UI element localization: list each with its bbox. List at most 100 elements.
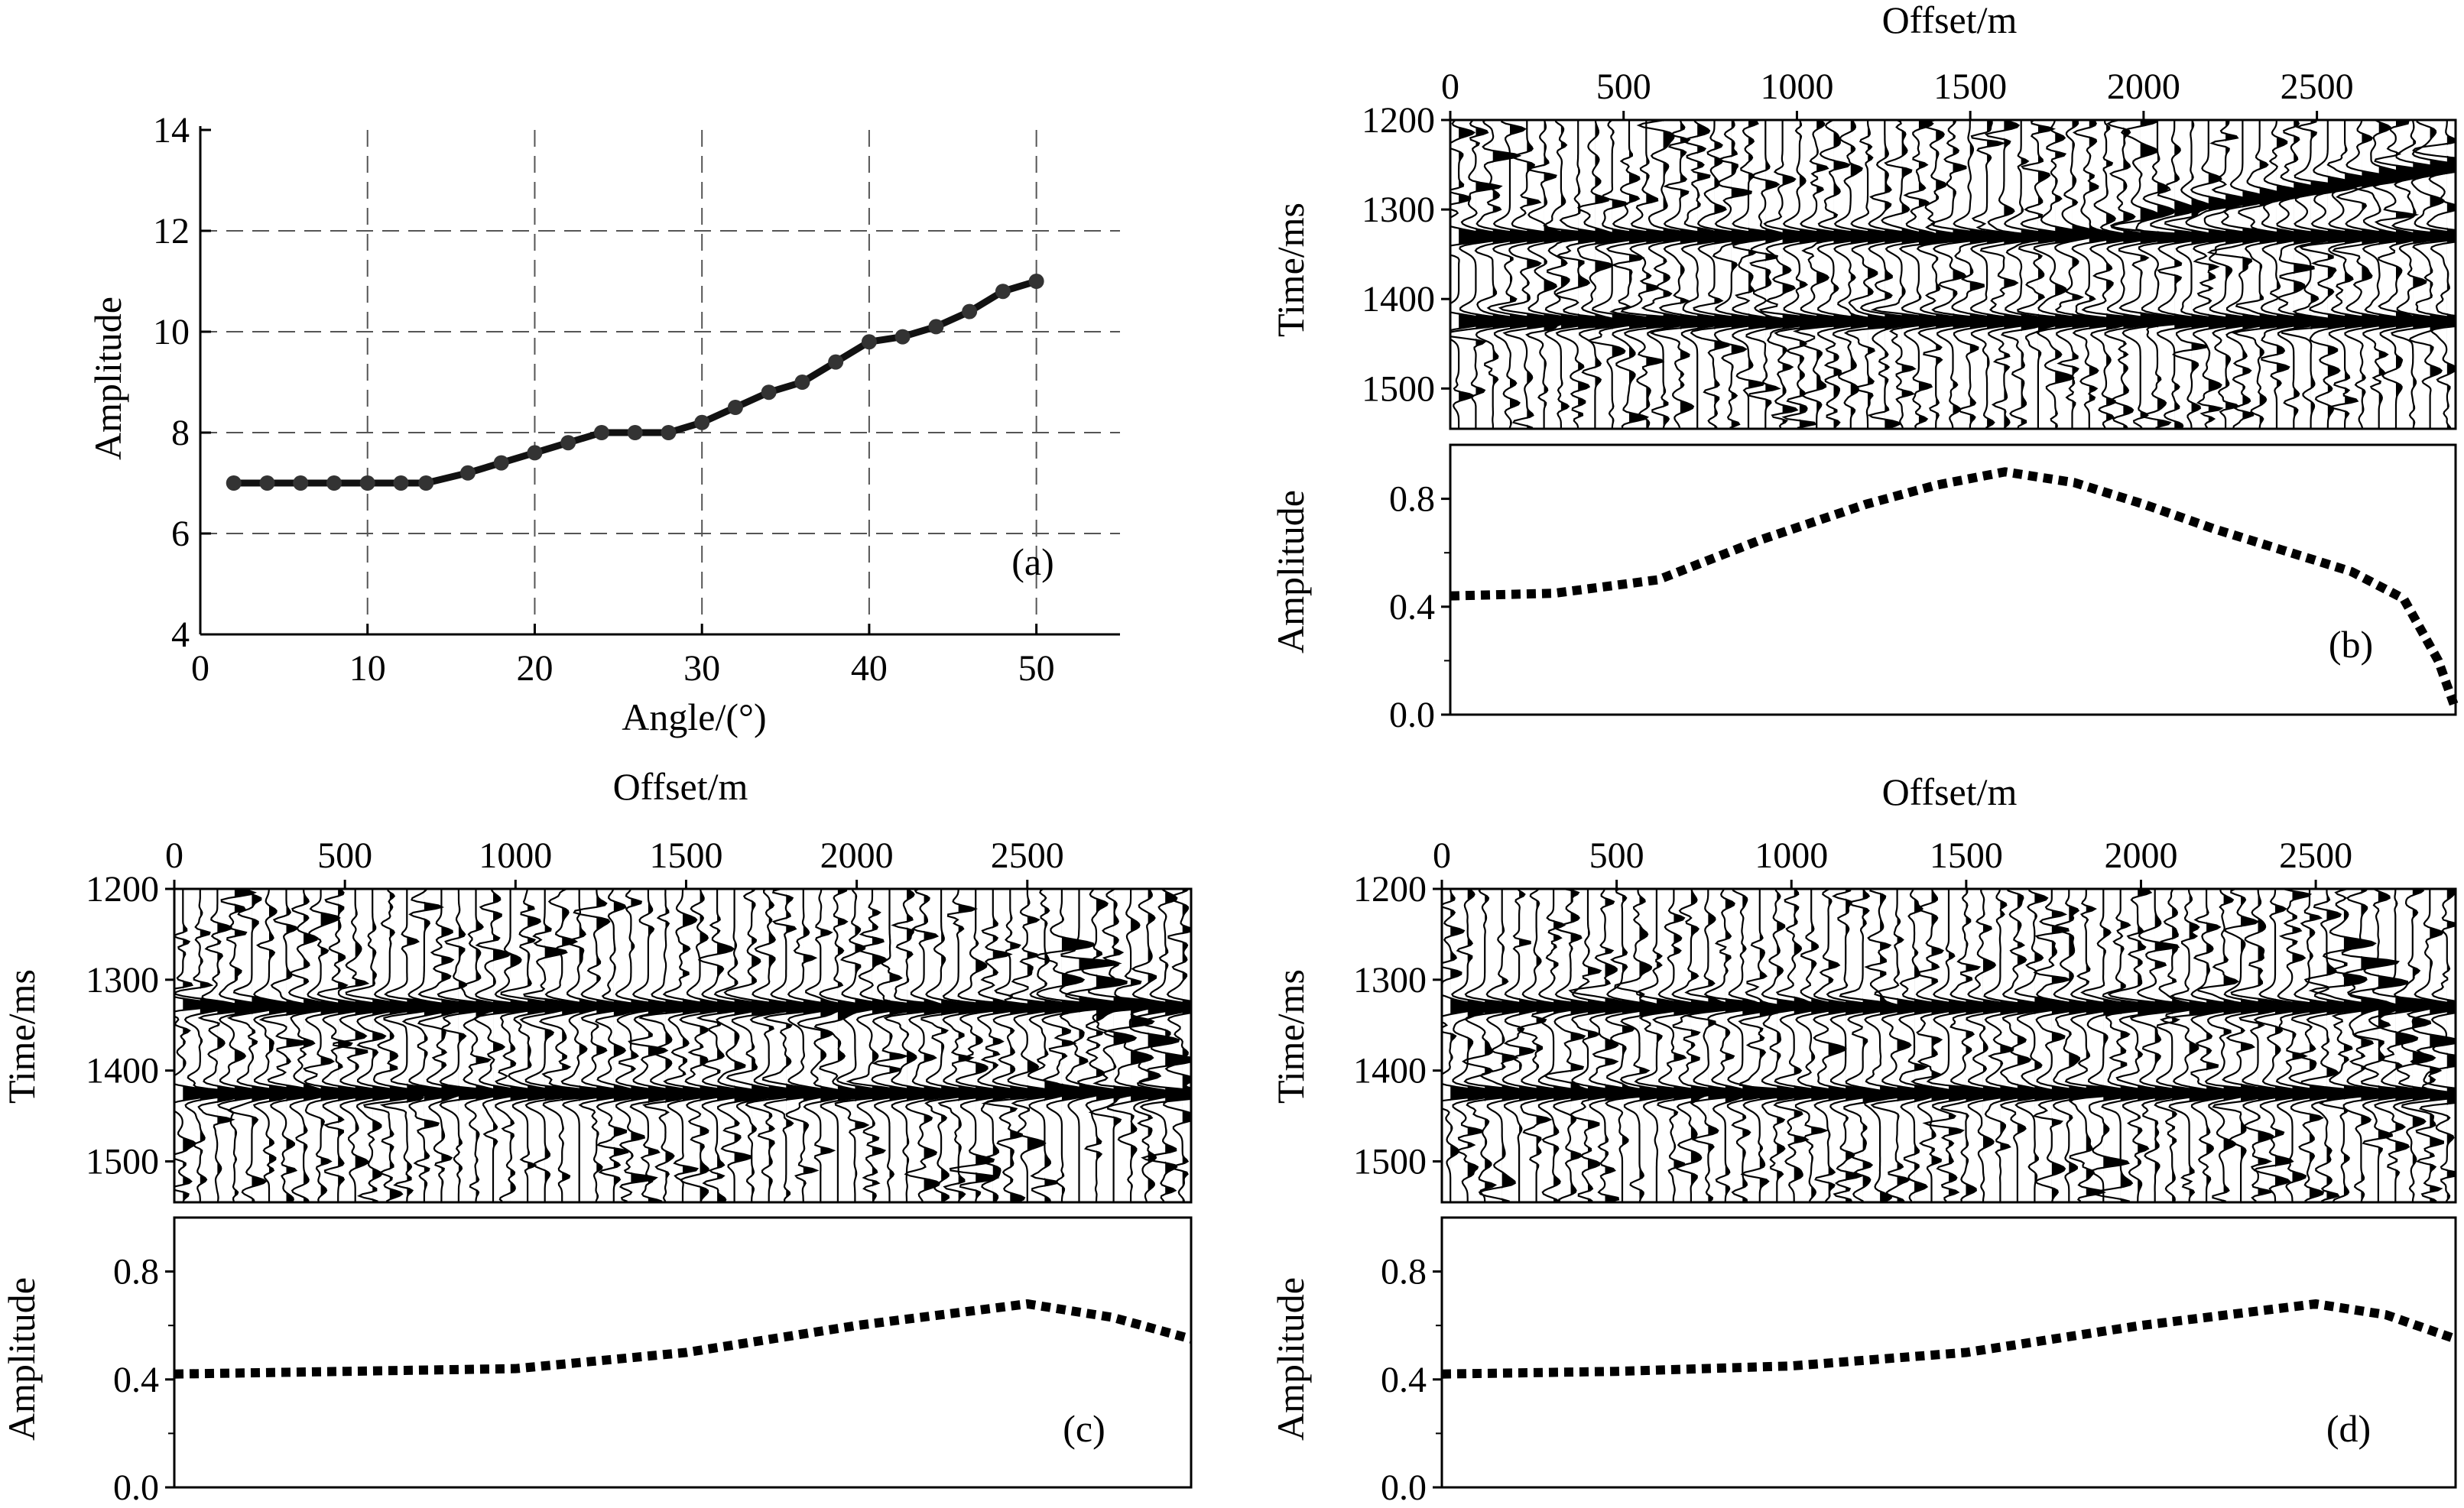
c-x-tick-label: 1500 [649, 835, 722, 876]
c-x-tick-label: 2500 [991, 835, 1064, 876]
c-trace [541, 889, 610, 1202]
panel-d-seismic-gather: 0 500 1000 1500 2000 2500 1200 1300 1400 1500 Off… [1269, 770, 2464, 1202]
a-series-line [234, 281, 1037, 483]
dc-y-tick-label: 0.8 [1381, 1252, 1427, 1292]
b-trace [2083, 120, 2143, 428]
d-x-tick-label: 0 [1433, 835, 1451, 876]
b-curve-series [1450, 472, 2456, 709]
a-data-point [594, 425, 609, 440]
a-tick-labels: 0 10 20 30 40 50468101214 [153, 110, 1055, 689]
c-trace [521, 889, 588, 1202]
b-trace-fill [1783, 120, 1819, 429]
d-xlabel: Offset/m [1882, 770, 2018, 813]
c-trace [787, 889, 837, 1202]
b-trace-fill [2225, 120, 2261, 429]
b-trace [1901, 120, 1955, 428]
c-trace [849, 889, 907, 1202]
a-data-point [628, 425, 643, 440]
cc-y-tick-label: 0.4 [113, 1360, 159, 1400]
bc-y-tick-label: 0.8 [1389, 479, 1435, 520]
c-y-tick-label: 1400 [86, 1051, 159, 1091]
c-trace [199, 889, 256, 1202]
c-trace-fill [562, 889, 610, 1202]
dc-y-tick-label: 0.0 [1381, 1467, 1427, 1508]
a-data-point [360, 475, 375, 491]
d-curve-series [1442, 1304, 2456, 1374]
b-curve-ylabel: Amplitude [1269, 490, 1312, 653]
c-trace [746, 889, 806, 1202]
b-trace-group [1435, 120, 2464, 429]
d-trace-fill [1898, 889, 1934, 1202]
d-trace-fill [1485, 889, 1531, 1202]
b-x-tick-label: 2500 [2281, 66, 2354, 107]
c-ylabel: Time/ms [0, 969, 43, 1104]
d-trace [1728, 889, 1774, 1202]
b-trace [2073, 120, 2128, 428]
b-trace [1475, 120, 1532, 428]
a-data-point [862, 334, 877, 349]
c-y-tick-label: 1300 [86, 960, 159, 1000]
a-data-point [1029, 274, 1044, 289]
d-x-tick-label: 500 [1589, 835, 1644, 876]
d-curve-ylabel: Amplitude [1269, 1277, 1312, 1441]
c-trace [885, 889, 949, 1202]
a-data-point [828, 355, 843, 370]
b-trace [1622, 120, 1696, 428]
b-trace [2105, 120, 2158, 428]
d-trace [2001, 889, 2051, 1202]
b-trace [2277, 120, 2329, 428]
d-trace [1912, 889, 1965, 1202]
d-trace [1673, 889, 1726, 1202]
a-data-point [560, 435, 576, 450]
b-trace-fill [2174, 120, 2212, 429]
c-trace-fill [752, 889, 796, 1202]
a-y-tick-label: 10 [153, 312, 190, 352]
a-data-point [393, 475, 408, 491]
a-data-point [293, 475, 308, 491]
c-trace [365, 889, 424, 1202]
a-x-tick-label: 40 [851, 648, 888, 689]
a-data-point [661, 425, 676, 440]
b-trace [1557, 120, 1626, 428]
b-trace-fill [2157, 120, 2208, 429]
c-trace [1008, 889, 1063, 1202]
c-trace [872, 889, 926, 1202]
d-trace [1503, 889, 1552, 1202]
d-wiggle-traces [1429, 889, 2464, 1202]
d-y-tick-label: 1400 [1353, 1051, 1427, 1091]
a-y-tick-label: 4 [171, 615, 190, 655]
a-xlabel: Angle/(°) [622, 696, 766, 738]
b-trace [1873, 120, 1937, 428]
d-trace [1518, 889, 1570, 1202]
b-y-tick-label: 1300 [1362, 190, 1435, 230]
c-trace [978, 889, 1025, 1202]
c-trace-fill [1183, 889, 1216, 1202]
b-trace [1981, 120, 2042, 428]
c-y-tick-label: 1200 [86, 869, 159, 910]
panel-d-amplitude-curve: 0.00.40.8 Amplitude (d) [1269, 1218, 2456, 1508]
c-xlabel: Offset/m [613, 765, 748, 808]
b-trace-fill [1578, 120, 1625, 429]
b-trace-fill [2430, 120, 2464, 429]
d-trace [1762, 889, 1811, 1202]
b-trace [1435, 120, 1496, 428]
d-trace-fill [2052, 889, 2086, 1202]
a-y-tick-label: 6 [171, 514, 190, 554]
b-trace [1971, 120, 2022, 428]
a-y-tick-label: 12 [153, 211, 190, 251]
d-trace [1967, 889, 2017, 1202]
c-trace [175, 889, 242, 1202]
d-x-tick-label: 1000 [1755, 835, 1828, 876]
d-trace-fill [1760, 889, 1810, 1202]
cc-y-tick-label: 0.0 [113, 1467, 159, 1508]
b-x-tick-label: 500 [1596, 66, 1651, 107]
b-y-tick-label: 1500 [1362, 368, 1435, 409]
cc-series-line [174, 1304, 1191, 1374]
d-curve-tick-labels: 0.0 0.4 0.8 [1381, 1252, 1427, 1508]
dc-y-tick-label: 0.4 [1381, 1360, 1427, 1400]
bc-y-tick-label: 0.4 [1389, 587, 1435, 628]
a-data-point [794, 375, 810, 390]
b-y-tick-label: 1400 [1362, 279, 1435, 319]
a-data-point [728, 400, 743, 415]
b-trace-fill [2141, 120, 2183, 429]
